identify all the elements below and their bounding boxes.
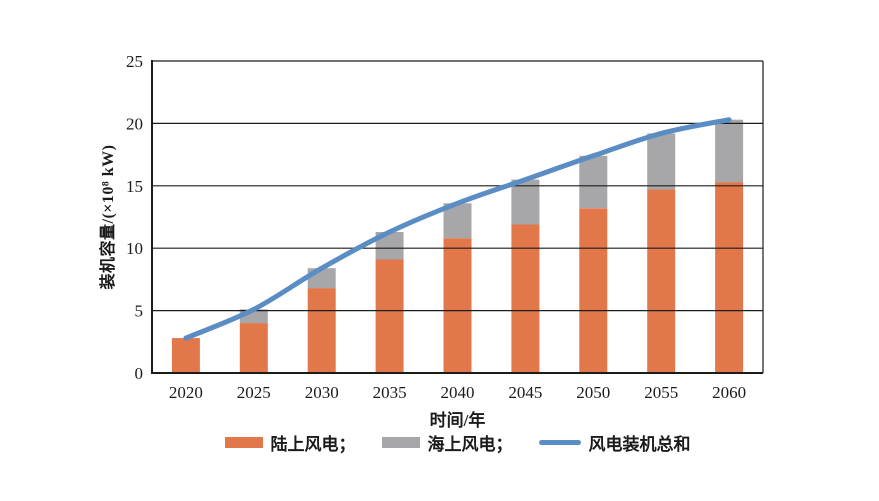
legend-label: 海上风电； [427,434,513,454]
y-tick-label-10: 10 [126,239,143,258]
legend-label: 陆上风电； [270,434,356,454]
x-tick-label-2060: 2060 [712,383,746,402]
bar-segment-onshore-2035 [375,259,404,373]
legend-bar-swatch [224,436,263,448]
total-line [183,117,732,341]
x-axis-title: 时间/年 [429,411,486,430]
bar-segment-onshore-2020 [171,338,200,373]
chart-legend: 陆上风电； 海上风电； 风电装机总和 [152,430,763,454]
legend-item-2: 风电装机总和 [538,430,691,455]
y-tick-label-5: 5 [135,302,144,321]
x-tick-label-2045: 2045 [508,383,542,402]
x-tick-label-2035: 2035 [373,383,407,402]
bar-segment-offshore-2050 [579,155,608,209]
bar-segment-onshore-2025 [239,323,268,373]
x-tick-label-2050: 2050 [576,383,610,402]
x-tick-label-2030: 2030 [305,383,339,402]
bar-segment-offshore-2045 [511,179,540,225]
x-tick-label-2055: 2055 [644,383,678,402]
legend-item-0: 陆上风电； [224,430,356,455]
legend-line-swatch [538,439,581,445]
y-axis-title: 装机容量/(×10⁸ kW) [100,144,117,290]
bar-segment-onshore-2045 [511,224,540,373]
legend-bar-swatch [381,436,420,448]
x-tick-label-2025: 2025 [237,383,271,402]
x-tick-label-2040: 2040 [441,383,475,402]
bar-segment-onshore-2050 [579,208,608,373]
y-tick-label-20: 20 [126,114,143,133]
x-tick-label-2020: 2020 [169,383,203,402]
bar-segment-offshore-2055 [647,133,676,190]
y-tick-label-25: 25 [126,52,143,71]
legend-label: 风电装机总和 [588,434,691,454]
bar-segment-onshore-2030 [307,288,336,373]
y-tick-label-15: 15 [126,177,143,196]
bar-segment-onshore-2055 [647,189,676,373]
bar-segment-onshore-2060 [715,182,744,373]
legend-item-1: 海上风电； [381,430,513,455]
bar-segment-onshore-2040 [443,238,472,373]
y-tick-label-0: 0 [135,364,144,383]
bar-segment-offshore-2060 [715,119,744,183]
